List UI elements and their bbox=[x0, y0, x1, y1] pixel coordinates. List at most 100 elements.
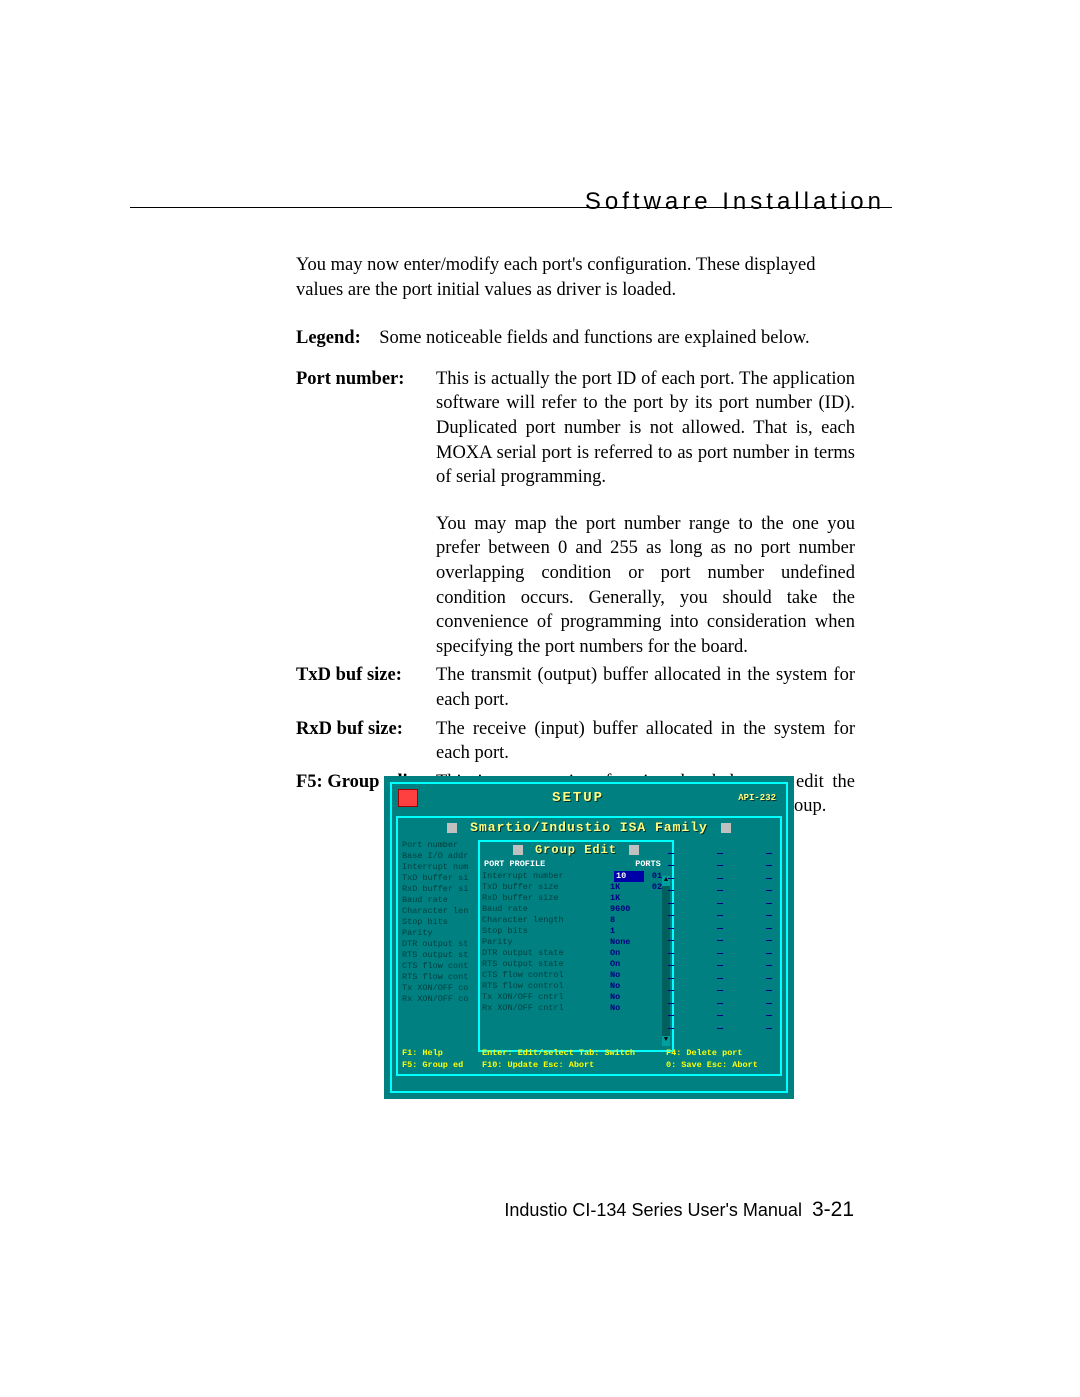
banner-square-icon bbox=[629, 845, 639, 855]
group-row-value: 8 bbox=[610, 915, 644, 926]
port-profile-header: PORT PROFILE bbox=[484, 859, 628, 869]
dash-cell: — bbox=[668, 1011, 674, 1022]
group-row-label: DTR output state bbox=[482, 948, 610, 959]
dash-cell: — bbox=[717, 974, 723, 985]
dash-row: ——— bbox=[666, 998, 774, 1011]
definition-label: TxD buf size: bbox=[296, 663, 436, 716]
dash-row: ——— bbox=[666, 873, 774, 886]
definition-row: Port number:This is actually the port ID… bbox=[296, 367, 855, 494]
definition-label bbox=[296, 494, 436, 664]
footer-row-2: F5: Group ed F10: Update Esc: Abort 0: S… bbox=[402, 1060, 776, 1070]
dash-cell: — bbox=[668, 886, 674, 897]
dash-cell: — bbox=[668, 986, 674, 997]
f1-help-hint: F1: Help bbox=[402, 1048, 482, 1058]
group-row-label: RxD buffer size bbox=[482, 893, 610, 904]
moxa-logo-icon bbox=[398, 789, 418, 807]
dash-columns: ————————————————————————————————————————… bbox=[666, 848, 774, 1036]
group-row-value: 1 bbox=[610, 926, 644, 937]
group-row-label: Rx XON/OFF cntrl bbox=[482, 1003, 610, 1014]
group-row: Rx XON/OFF cntrlNo bbox=[480, 1003, 672, 1014]
definition-text: The receive (input) buffer allocated in … bbox=[436, 717, 855, 770]
scroll-down-icon[interactable]: ▼ bbox=[662, 1036, 670, 1046]
group-columns-header: PORT PROFILE PORTS bbox=[480, 858, 672, 871]
group-footer-1: Enter: Edit/select Tab: Switch bbox=[482, 1048, 666, 1058]
group-row-value: No bbox=[610, 992, 644, 1003]
group-row-label: RTS flow control bbox=[482, 981, 610, 992]
definition-text: This is actually the port ID of each por… bbox=[436, 367, 855, 494]
dash-cell: — bbox=[717, 936, 723, 947]
banner-square-icon bbox=[447, 823, 457, 833]
ports-header: PORTS bbox=[628, 859, 668, 869]
dash-row: ——— bbox=[666, 961, 774, 974]
dash-cell: — bbox=[766, 911, 772, 922]
content-block: You may now enter/modify each port's con… bbox=[296, 253, 855, 823]
dash-cell: — bbox=[717, 911, 723, 922]
dash-cell: — bbox=[766, 1024, 772, 1035]
left-col-item: CTS flow cont bbox=[402, 961, 478, 972]
main-panel: Smartio/Industio ISA Family Port numberB… bbox=[396, 816, 782, 1076]
dash-cell: — bbox=[717, 899, 723, 910]
dash-cell: — bbox=[766, 861, 772, 872]
dash-cell: — bbox=[668, 849, 674, 860]
left-col-item: Base I/O addr bbox=[402, 851, 478, 862]
dash-row: ——— bbox=[666, 861, 774, 874]
dash-cell: — bbox=[717, 886, 723, 897]
left-col-item: Tx XON/OFF co bbox=[402, 983, 478, 994]
dash-cell: — bbox=[717, 961, 723, 972]
dash-row: ——— bbox=[666, 1023, 774, 1036]
banner-square-icon bbox=[721, 823, 731, 833]
group-footer-2: F10: Update Esc: Abort bbox=[482, 1060, 666, 1070]
dash-cell: — bbox=[766, 986, 772, 997]
group-row-label: Character length bbox=[482, 915, 610, 926]
group-edit-title: Group Edit bbox=[480, 842, 672, 858]
group-row: Tx XON/OFF cntrlNo bbox=[480, 992, 672, 1003]
dash-cell: — bbox=[717, 1024, 723, 1035]
left-col-item: Parity bbox=[402, 928, 478, 939]
legend-label: Legend: bbox=[296, 328, 361, 348]
group-row-label: Tx XON/OFF cntrl bbox=[482, 992, 610, 1003]
f5-group-hint: F5: Group ed bbox=[402, 1060, 482, 1070]
group-row: Baud rate9600 bbox=[480, 904, 672, 915]
group-row-label: RTS output state bbox=[482, 959, 610, 970]
dash-row: ——— bbox=[666, 936, 774, 949]
group-row-value: 1K bbox=[610, 882, 644, 893]
dash-cell: — bbox=[668, 949, 674, 960]
group-row: RTS output stateOn bbox=[480, 959, 672, 970]
dash-row: ——— bbox=[666, 898, 774, 911]
legend-text: Some noticeable fields and functions are… bbox=[379, 328, 809, 348]
legend-row: Legend: Some noticeable fields and funct… bbox=[296, 326, 855, 351]
group-row: TxD buffer size1K02 bbox=[480, 882, 672, 893]
group-row-value: None bbox=[610, 937, 644, 948]
definition-text: The transmit (output) buffer allocated i… bbox=[436, 663, 855, 716]
dash-row: — — — bbox=[666, 886, 774, 899]
dash-cell: — bbox=[766, 886, 772, 897]
group-row: CTS flow controlNo bbox=[480, 970, 672, 981]
left-col-item: RTS output st bbox=[402, 950, 478, 961]
dash-cell: — bbox=[668, 861, 674, 872]
dash-cell: — bbox=[766, 874, 772, 885]
group-edit-box: Group Edit PORT PROFILE PORTS Interrupt … bbox=[478, 840, 674, 1052]
dash-cell: — bbox=[668, 924, 674, 935]
group-row: DTR output stateOn bbox=[480, 948, 672, 959]
left-col-item: RTS flow cont bbox=[402, 972, 478, 983]
screenshot-border: SETUP API-232 Smartio/Industio ISA Famil… bbox=[390, 782, 788, 1093]
group-row: RTS flow controlNo bbox=[480, 981, 672, 992]
dos-setup-screenshot: SETUP API-232 Smartio/Industio ISA Famil… bbox=[384, 776, 794, 1099]
group-grid: Interrupt number1001TxD buffer size1K02R… bbox=[480, 871, 672, 1014]
dash-cell: — bbox=[717, 999, 723, 1010]
dash-row: ——— bbox=[666, 1011, 774, 1024]
group-row-value: No bbox=[610, 1003, 644, 1014]
definition-row: You may map the port number range to the… bbox=[296, 494, 855, 664]
group-row-value: No bbox=[610, 981, 644, 992]
dash-row: ——— bbox=[666, 848, 774, 861]
left-col-item: Baud rate bbox=[402, 895, 478, 906]
setup-title: SETUP bbox=[418, 790, 738, 806]
dash-row: ——— bbox=[666, 986, 774, 999]
left-col-item: RxD buffer si bbox=[402, 884, 478, 895]
screenshot-header: SETUP API-232 bbox=[392, 784, 786, 812]
manual-page: Software Installation You may now enter/… bbox=[0, 0, 1080, 1397]
dash-cell: — bbox=[766, 961, 772, 972]
group-row-label: CTS flow control bbox=[482, 970, 610, 981]
footer-text: Industio CI-134 Series User's Manual bbox=[504, 1200, 802, 1220]
banner-square-icon bbox=[513, 845, 523, 855]
